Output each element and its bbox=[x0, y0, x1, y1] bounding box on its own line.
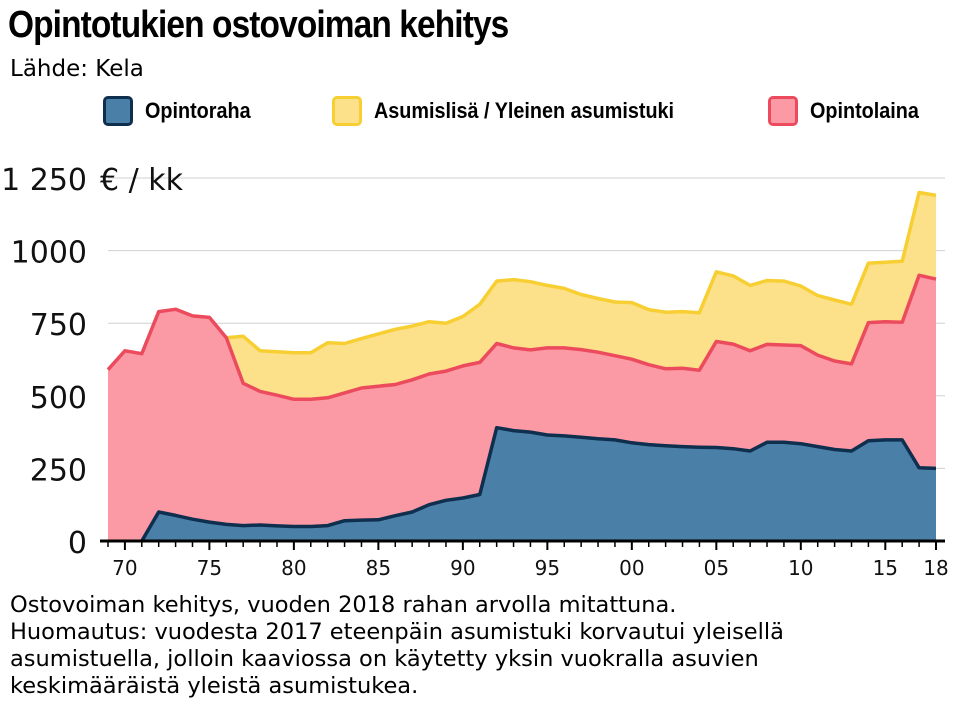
x-tick-label: 80 bbox=[281, 556, 306, 580]
x-tick-label: 85 bbox=[366, 556, 391, 580]
legend-label-asumislisa: Asumislisä / Yleinen asumistuki bbox=[374, 98, 675, 123]
note-line-4: keskimääräistä yleistä asumistukea. bbox=[10, 673, 419, 699]
series-line bbox=[226, 190, 937, 355]
area-opintolaina bbox=[108, 275, 936, 541]
series-line bbox=[106, 273, 937, 402]
y-tick-label: 0 bbox=[68, 526, 87, 561]
y-tick-label: 750 bbox=[30, 308, 87, 343]
x-tick-label: 70 bbox=[112, 556, 137, 580]
note-line-1: Ostovoiman kehitys, vuoden 2018 rahan ar… bbox=[10, 592, 677, 618]
legend-label-opintoraha: Opintoraha bbox=[145, 98, 251, 123]
series-line bbox=[140, 425, 937, 542]
x-tick-label: 90 bbox=[450, 556, 475, 580]
x-tick-label: 00 bbox=[619, 556, 644, 580]
legend-swatch-asumislisa bbox=[332, 96, 362, 126]
y-tick-label: 1000 bbox=[11, 236, 87, 271]
area-opintoraha bbox=[108, 427, 936, 541]
y-tick-label: 500 bbox=[30, 381, 87, 416]
x-tick-label: 05 bbox=[704, 556, 729, 580]
legend-item-opintolaina: Opintolaina bbox=[768, 96, 931, 126]
x-tick-label: 10 bbox=[788, 556, 813, 580]
y-tick-label: 1 250 bbox=[1, 163, 87, 198]
y-unit-label: € / kk bbox=[100, 163, 184, 198]
area-asumislisä bbox=[108, 192, 936, 400]
note-line-3: asumistuella, jolloin kaaviossa on käyte… bbox=[10, 646, 759, 672]
legend-swatch-opintolaina bbox=[768, 96, 798, 126]
note-line-2: Huomautus: vuodesta 2017 eteenpäin asumi… bbox=[10, 619, 784, 645]
legend-swatch-opintoraha bbox=[103, 96, 133, 126]
x-tick-label: 15 bbox=[873, 556, 898, 580]
y-tick-label: 250 bbox=[30, 453, 87, 488]
chart-source: Lähde: Kela bbox=[10, 56, 144, 82]
x-tick-label: 18 bbox=[923, 556, 948, 580]
legend-label-opintolaina: Opintolaina bbox=[810, 98, 919, 123]
x-tick-label: 95 bbox=[535, 556, 560, 580]
chart-notes: Ostovoiman kehitys, vuoden 2018 rahan ar… bbox=[10, 592, 950, 700]
chart-title: Opintotukien ostovoiman kehitys bbox=[8, 4, 509, 46]
legend-item-asumislisa: Asumislisä / Yleinen asumistuki bbox=[332, 96, 707, 126]
legend: Opintoraha Asumislisä / Yleinen asumistu… bbox=[0, 96, 959, 136]
legend-item-opintoraha: Opintoraha bbox=[103, 96, 262, 126]
stacked-area-chart: 0 250 500 750 1000 1 250 € / kk 70 75 80 85 90 95 00 0… bbox=[1, 163, 949, 580]
x-tick-label: 75 bbox=[197, 556, 222, 580]
